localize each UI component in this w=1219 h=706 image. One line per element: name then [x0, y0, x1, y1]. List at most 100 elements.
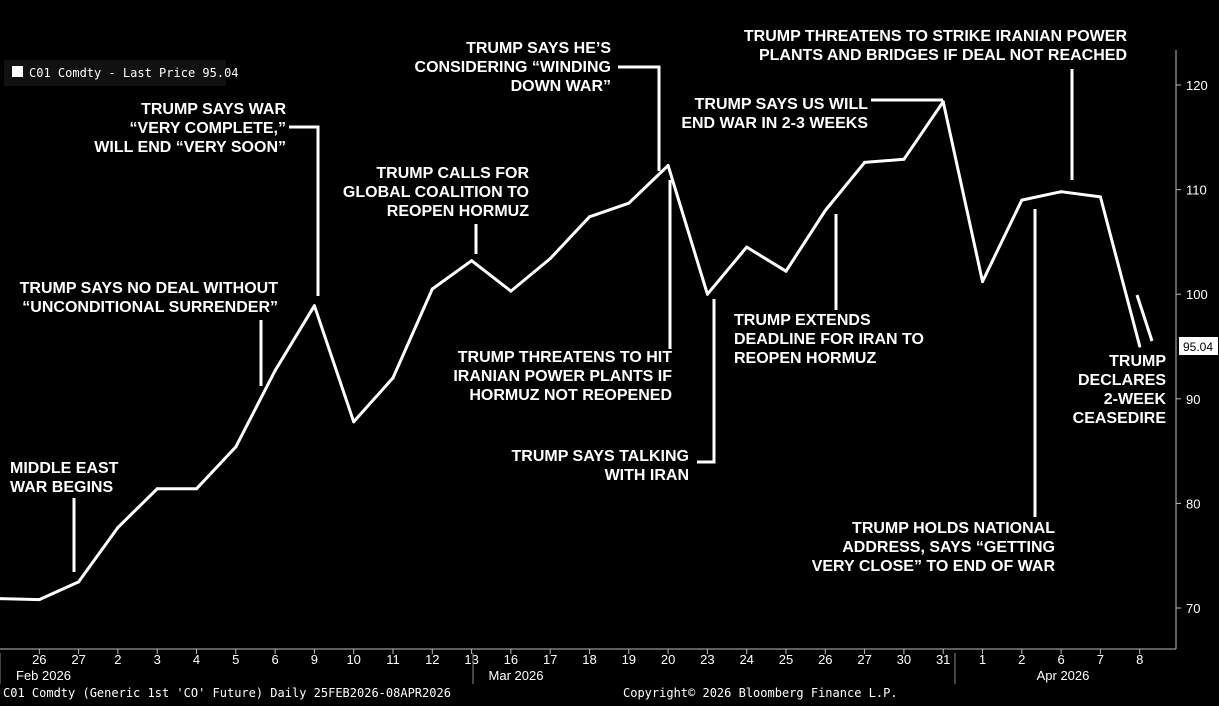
- annotation-line: HORMUZ NOT REOPENED: [469, 387, 672, 404]
- x-tick-label: 16: [504, 652, 518, 667]
- price-point: [116, 526, 120, 529]
- x-tick-label: 27: [71, 652, 85, 667]
- x-tick-label: 31: [936, 652, 950, 667]
- annotation-line: TRUMP THREATENS TO STRIKE IRANIAN POWER: [744, 28, 1128, 45]
- x-tick-label: 12: [425, 652, 439, 667]
- annotation-line: TRUMP SAYS TALKING: [512, 448, 690, 465]
- x-tick-label: 20: [661, 652, 675, 667]
- annotation-leaders: [72, 65, 1154, 572]
- x-tick-label: 25: [779, 652, 793, 667]
- price-point: [627, 201, 631, 205]
- annotation-line: TRUMP HOLDS NATIONAL: [852, 520, 1055, 537]
- annotation-line: TRUMP SAYS WAR: [141, 101, 286, 118]
- price-point: [37, 598, 41, 602]
- annotation-text: TRUMP SAYS WAR “VERY COMPLETE,” WILL END “…: [94, 101, 286, 156]
- price-point: [77, 580, 81, 584]
- price-point: [1059, 190, 1063, 194]
- x-tick-label: 1: [979, 652, 986, 667]
- last-price-box: [1179, 337, 1218, 355]
- x-tick-label: 27: [857, 652, 871, 667]
- price-point: [1138, 344, 1142, 348]
- annotation-line: WITH IRAN: [605, 467, 689, 484]
- price-line: [0, 100, 1142, 602]
- price-point: [352, 420, 356, 424]
- month-label: Feb 2026: [16, 668, 71, 683]
- x-tick-label: 26: [32, 652, 46, 667]
- x-tick-label: 17: [543, 652, 557, 667]
- price-point: [470, 259, 474, 263]
- last-price-tag: 95.04: [1179, 337, 1218, 355]
- annotation-text: TRUMP SAYS TALKING WITH IRAN: [512, 448, 690, 484]
- x-tick-label: 18: [582, 652, 596, 667]
- price-point: [155, 487, 159, 491]
- annotation-line: “VERY COMPLETE,”: [130, 120, 286, 137]
- x-tick-label: 3: [154, 652, 161, 667]
- annotation-line: REOPEN HORMUZ: [387, 203, 529, 220]
- price-point: [273, 369, 277, 373]
- y-tick-label: 100: [1186, 287, 1208, 302]
- price-point: [902, 157, 906, 161]
- y-tick-label: 120: [1186, 78, 1208, 93]
- annotation-line: 2-WEEK: [1104, 391, 1167, 408]
- annotation-layer: MIDDLE EAST WAR BEGINS TRUMP SAYS NO DEAL …: [10, 28, 1166, 575]
- price-point: [548, 257, 552, 261]
- annotation-line: “UNCONDITIONAL SURRENDER”: [22, 299, 278, 316]
- x-tick-label: 10: [346, 652, 360, 667]
- y-tick-label: 110: [1186, 183, 1207, 198]
- annotation-text: TRUMP SAYS NO DEAL WITHOUT “UNCONDITIONAL…: [20, 280, 279, 316]
- y-tick-label: 70: [1186, 601, 1200, 616]
- x-tick-label: 24: [739, 652, 753, 667]
- x-tick-label: 6: [271, 652, 278, 667]
- annotation-text: TRUMP SAYS US WILL END WAR IN 2-3 WEEKS: [681, 96, 868, 132]
- annotation-line: TRUMP: [1109, 353, 1166, 370]
- legend-box: [4, 60, 226, 86]
- annotation-text: TRUMP EXTENDS DEADLINE FOR IRAN TO REOPEN …: [734, 312, 924, 367]
- price-point: [823, 209, 827, 212]
- annotation-line: TRUMP EXTENDS: [734, 312, 871, 329]
- month-label: Mar 2026: [489, 668, 544, 683]
- price-point: [981, 280, 984, 284]
- annotation-line: GLOBAL COALITION TO: [343, 184, 529, 201]
- series-layer: [0, 100, 1142, 602]
- annotation-line: TRUMP SAYS HE’S: [466, 40, 611, 57]
- annotation-text: TRUMP CALLS FOR GLOBAL COALITION TO REOPEN…: [343, 165, 530, 220]
- x-tick-label: 7: [1097, 652, 1104, 667]
- annotation-text: TRUMP DECLARES 2-WEEK CEASEDIRE: [1073, 353, 1167, 427]
- x-tick-label: 2: [114, 652, 121, 667]
- annotation-text: TRUMP HOLDS NATIONAL ADDRESS, SAYS “GETTI…: [812, 520, 1056, 575]
- price-point: [863, 160, 867, 164]
- legend-label: C01 Comdty - Last Price 95.04: [29, 66, 239, 80]
- x-tick-label: 8: [1136, 652, 1143, 667]
- annotation-line: TRUMP SAYS NO DEAL WITHOUT: [20, 280, 279, 297]
- x-tick-label: 9: [311, 652, 318, 667]
- annotation-line: PLANTS AND BRIDGES IF DEAL NOT REACHED: [759, 47, 1127, 64]
- price-point: [430, 287, 434, 291]
- footer-left: C01 Comdty (Generic 1st 'CO' Future) Dai…: [3, 686, 451, 700]
- price-point: [745, 245, 749, 249]
- y-tick-label: 80: [1186, 496, 1200, 511]
- annotation-line: ADDRESS, SAYS “GETTING: [842, 539, 1055, 556]
- annotation-line: TRUMP THREATENS TO HIT: [458, 349, 672, 366]
- annotation-line: VERY CLOSE” TO END OF WAR: [812, 558, 1056, 575]
- price-point: [234, 445, 238, 449]
- annotation-leader: [289, 125, 320, 296]
- annotation-line: END WAR IN 2-3 WEEKS: [681, 115, 868, 132]
- price-point: [1020, 198, 1024, 202]
- annotation-line: WAR BEGINS: [10, 479, 113, 496]
- price-point: [195, 487, 198, 491]
- price-point: [0, 597, 2, 601]
- x-tick-label: 26: [818, 652, 832, 667]
- annotation-line: REOPEN HORMUZ: [734, 350, 876, 367]
- annotation-line: CONSIDERING “WINDING: [415, 59, 611, 76]
- y-tick-label: 90: [1186, 392, 1200, 407]
- x-tick-label: 2: [1018, 652, 1025, 667]
- annotation-line: MIDDLE EAST: [10, 460, 119, 477]
- annotation-line: DOWN WAR”: [511, 78, 611, 95]
- annotation-line: TRUMP SAYS US WILL: [695, 96, 869, 113]
- x-tick-label: 30: [897, 652, 911, 667]
- annotation-text: TRUMP THREATENS TO HIT IRANIAN POWER PLAN…: [453, 349, 672, 404]
- annotation-leader: [618, 65, 661, 171]
